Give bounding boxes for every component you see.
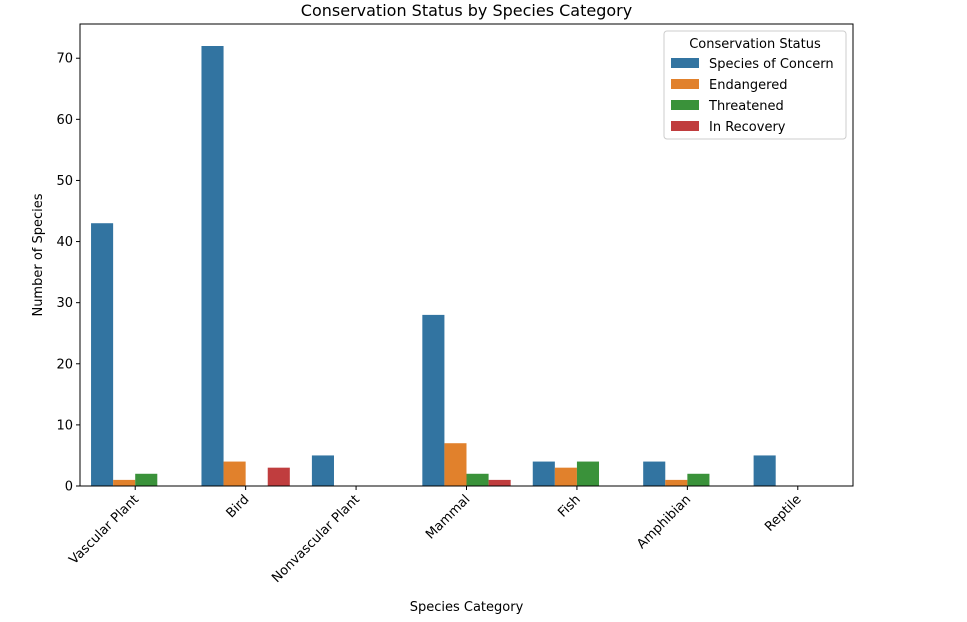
bar-endangered-amphibian	[665, 479, 688, 486]
chart-title: Conservation Status by Species Category	[301, 1, 632, 20]
bar-endangered-mammal	[444, 443, 467, 486]
x-tick-label: Reptile	[762, 492, 804, 534]
plot-frame	[79, 23, 854, 487]
bar-in-recovery-mammal	[488, 479, 511, 486]
legend-title: Conservation Status	[689, 37, 821, 52]
bar-threatened-fish	[576, 461, 600, 486]
bar-endangered-fish	[554, 467, 577, 486]
y-axis: 0 10 20 30 40 50 60 70	[56, 52, 80, 495]
bar-endangered-bird	[223, 461, 246, 486]
bar-endangered-vascular-plant	[113, 479, 136, 486]
legend-swatch	[671, 121, 699, 131]
y-tick-label: 70	[56, 52, 73, 67]
bars-group	[91, 46, 776, 486]
x-axis: Vascular Plant Bird Nonvascular Plant Mamma…	[67, 486, 805, 586]
legend-swatch	[671, 100, 699, 110]
x-tick-label: Mammal	[423, 492, 473, 542]
x-axis-title: Species Category	[410, 600, 524, 615]
legend-swatch	[671, 79, 699, 89]
bar-in-recovery-bird	[267, 467, 290, 486]
legend-swatch	[671, 58, 699, 68]
bar-species-of-concern-fish	[532, 461, 555, 486]
bar-threatened-mammal	[466, 473, 489, 486]
y-tick-label: 50	[56, 174, 73, 189]
x-tick-label: Vascular Plant	[67, 492, 143, 568]
legend: Conservation Status Species of Concern En…	[663, 30, 847, 140]
x-tick-label: Bird	[224, 492, 253, 521]
y-tick-label: 30	[56, 296, 73, 311]
legend-box	[663, 30, 847, 140]
legend-label: Threatened	[708, 99, 784, 114]
y-tick-label: 60	[56, 113, 73, 128]
bar-species-of-concern-amphibian	[643, 461, 666, 486]
y-tick-label: 20	[56, 357, 73, 372]
legend-label: In Recovery	[709, 120, 786, 135]
bar-threatened-vascular-plant	[135, 473, 158, 486]
x-tick-label: Amphibian	[634, 492, 694, 552]
bar-species-of-concern-mammal	[422, 314, 445, 486]
y-tick-label: 0	[65, 480, 73, 495]
bar-threatened-amphibian	[687, 473, 710, 486]
legend-label: Endangered	[709, 78, 787, 93]
y-tick-label: 10	[56, 418, 73, 433]
legend-label: Species of Concern	[709, 57, 834, 72]
bar-species-of-concern-bird	[201, 46, 224, 486]
bar-species-of-concern-vascular-plant	[91, 223, 114, 486]
y-tick-label: 40	[56, 235, 73, 250]
bar-species-of-concern-reptile	[753, 455, 776, 486]
bar-species-of-concern-nonvascular-plant	[311, 455, 334, 486]
x-tick-label: Nonvascular Plant	[269, 492, 363, 586]
y-axis-title: Number of Species	[31, 193, 46, 316]
x-tick-label: Fish	[555, 492, 583, 520]
